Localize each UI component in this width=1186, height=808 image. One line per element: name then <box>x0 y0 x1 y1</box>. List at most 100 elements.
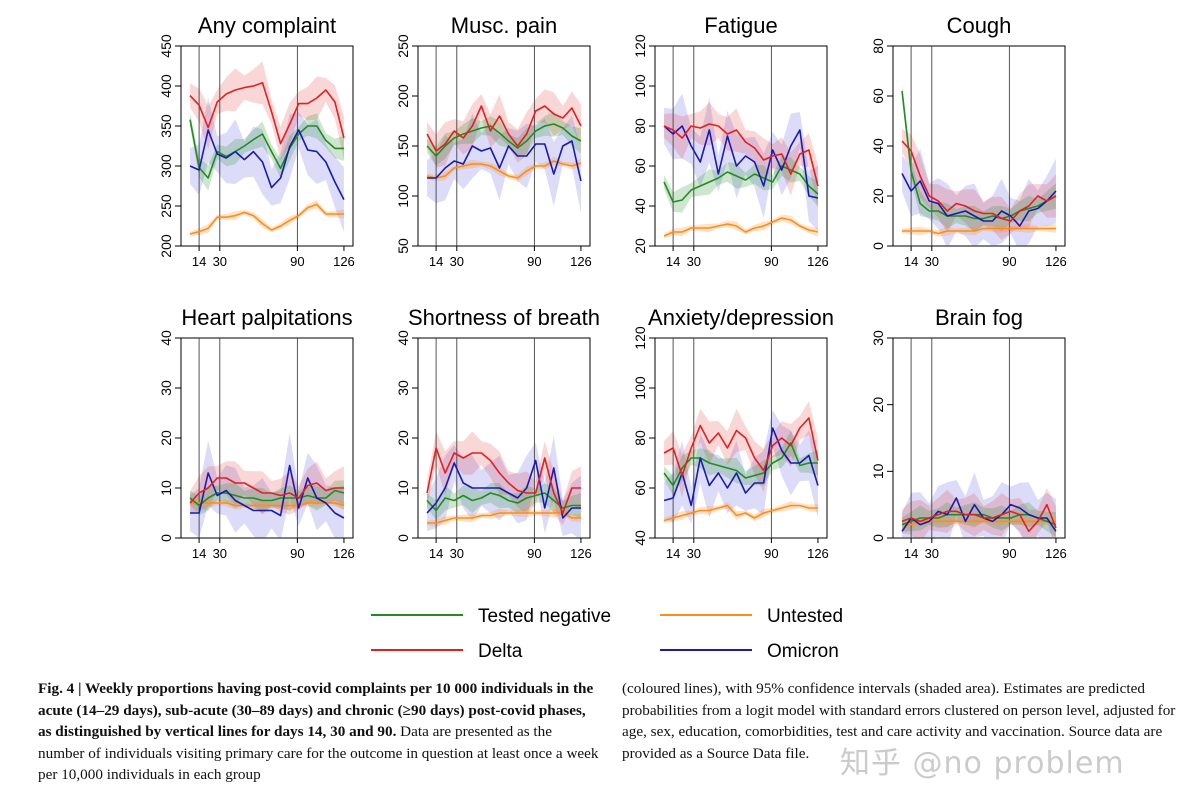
y-tick-label: 80 <box>870 38 886 54</box>
y-tick-label: 20 <box>158 430 174 446</box>
series-line <box>663 123 819 187</box>
x-tick-label: 14 <box>192 546 206 561</box>
y-tick-label: 60 <box>870 88 886 104</box>
y-tick-label: 0 <box>395 534 411 542</box>
y-tick-label: 60 <box>632 480 648 496</box>
chart-panel: Anxiety/depression 40 60 80 100 120 14 30 90 126 <box>632 305 834 561</box>
y-tick-label: 20 <box>632 238 648 254</box>
series-line <box>901 140 1057 222</box>
series-line <box>189 203 344 235</box>
series-line <box>901 497 1057 532</box>
legend-label: Tested negative <box>478 606 611 627</box>
legend-item: Omicron <box>660 641 839 662</box>
x-tick-label: 90 <box>764 254 778 269</box>
series-line <box>663 442 818 487</box>
y-tick-label: 100 <box>632 376 648 400</box>
y-tick-label: 20 <box>870 188 886 204</box>
x-tick-label: 14 <box>192 254 206 269</box>
confidence-band <box>902 502 1056 538</box>
plot-area <box>663 46 819 246</box>
caption-left-column: Fig. 4 | Weekly proportions having post-… <box>38 678 600 786</box>
confidence-band <box>427 156 581 182</box>
series-line <box>901 173 1057 227</box>
plot-area <box>663 338 819 538</box>
plot-frame <box>180 45 354 247</box>
x-tick-label: 90 <box>290 546 304 561</box>
panel-title: Heart palpitations <box>181 305 352 330</box>
confidence-band <box>427 113 581 214</box>
x-tick-label: 126 <box>807 254 829 269</box>
plot-frame <box>654 45 828 247</box>
y-tick-label: 80 <box>632 118 648 134</box>
y-tick-label: 10 <box>158 480 174 496</box>
x-tick-label: 30 <box>213 254 227 269</box>
chart-panel: Fatigue 20 40 60 80 100 120 14 30 90 126 <box>632 13 829 269</box>
legend-item: Tested negative <box>371 606 611 627</box>
x-tick-label: 126 <box>333 254 355 269</box>
x-tick-label: 126 <box>570 546 592 561</box>
y-tick-label: 450 <box>158 34 174 58</box>
x-tick-label: 14 <box>666 546 680 561</box>
confidence-band <box>190 61 344 161</box>
chart-panel: Any complaint 200 250 300 350 400 450 14 30 90 126 <box>158 13 355 269</box>
y-tick-label: 20 <box>395 430 411 446</box>
plot-area <box>901 338 1057 538</box>
confidence-band <box>664 401 818 498</box>
x-tick-label: 30 <box>213 546 227 561</box>
x-tick-label: 14 <box>429 546 443 561</box>
panel-title: Musc. pain <box>451 13 557 38</box>
confidence-band <box>190 433 344 538</box>
legend-label: Untested <box>767 606 843 627</box>
x-tick-label: 90 <box>1002 546 1016 561</box>
y-tick-label: 20 <box>870 397 886 413</box>
confidence-band <box>190 112 344 191</box>
confidence-band <box>902 487 1056 538</box>
confidence-band <box>664 410 818 524</box>
x-tick-label: 14 <box>429 254 443 269</box>
confidence-band <box>902 84 1056 232</box>
series-line <box>427 512 581 524</box>
legend-item: Untested <box>660 606 843 627</box>
panel-title: Any complaint <box>198 13 336 38</box>
x-tick-label: 126 <box>1045 546 1067 561</box>
x-tick-label: 90 <box>1002 254 1016 269</box>
legend-item: Delta <box>371 641 523 662</box>
confidence-band <box>664 102 818 208</box>
chart-panel: Musc. pain 50 100 150 200 250 14 30 90 126 <box>395 13 592 269</box>
series-line <box>426 459 581 519</box>
y-tick-label: 350 <box>158 114 174 138</box>
confidence-band <box>190 97 344 232</box>
y-tick-label: 40 <box>870 138 886 154</box>
series-line <box>189 129 345 200</box>
panel-title: Anxiety/depression <box>648 305 834 330</box>
series-line <box>426 105 582 152</box>
plot-area <box>426 338 581 538</box>
series-line <box>902 227 1056 235</box>
confidence-band <box>427 111 581 166</box>
series-line <box>426 447 581 514</box>
series-line <box>663 417 819 477</box>
panel-title: Shortness of breath <box>408 305 600 330</box>
series-line <box>189 82 345 145</box>
y-tick-label: 300 <box>158 154 174 178</box>
y-tick-label: 0 <box>158 534 174 542</box>
x-tick-label: 30 <box>925 254 939 269</box>
x-tick-label: 14 <box>904 254 918 269</box>
series-line <box>189 119 344 179</box>
y-tick-label: 50 <box>395 238 411 254</box>
x-tick-label: 90 <box>527 546 541 561</box>
caption-right-text: (coloured lines), with 95% confidence in… <box>622 680 1176 762</box>
x-tick-label: 30 <box>925 546 939 561</box>
y-tick-label: 200 <box>395 84 411 108</box>
y-tick-label: 120 <box>632 34 648 58</box>
y-tick-label: 40 <box>632 530 648 546</box>
x-tick-label: 126 <box>570 254 592 269</box>
caption-bold-text: Fig. 4 | Weekly proportions having post-… <box>38 680 594 741</box>
legend-label: Delta <box>478 641 523 662</box>
series-line <box>426 123 582 157</box>
series-line <box>189 477 344 504</box>
x-tick-label: 90 <box>764 546 778 561</box>
series-line <box>427 140 582 182</box>
y-tick-label: 80 <box>632 430 648 446</box>
